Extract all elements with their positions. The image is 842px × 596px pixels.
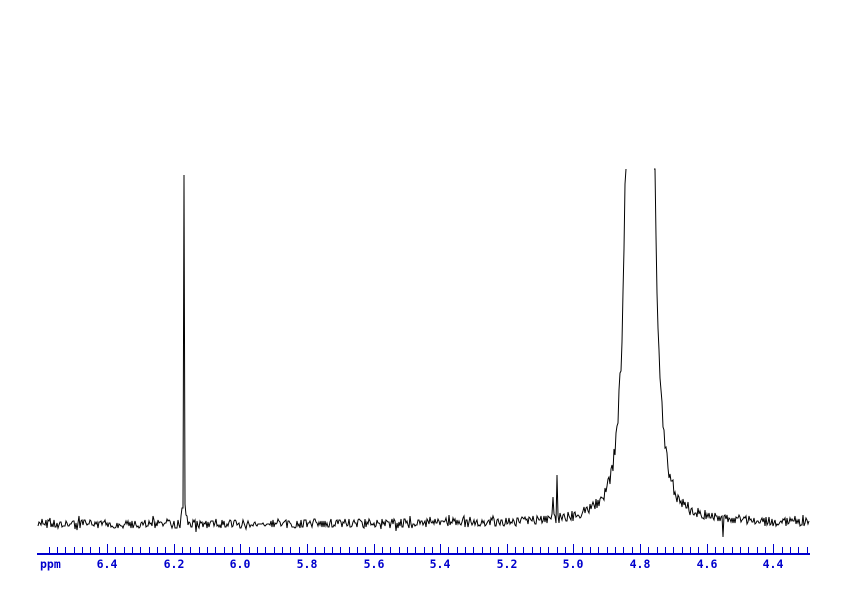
axis-tick-label: 6.4 bbox=[97, 557, 118, 571]
axis-tick-label: 5.4 bbox=[430, 557, 451, 571]
ppm-axis bbox=[37, 544, 810, 555]
axis-labels: 6.4 6.2 6.0 5.8 5.6 5.4 5.2 5.0 4.8 4.6 4.4 ppm bbox=[40, 557, 783, 571]
axis-unit-label: ppm bbox=[40, 557, 61, 571]
axis-tick-label: 4.4 bbox=[763, 557, 784, 571]
axis-tick-label: 5.2 bbox=[497, 557, 518, 571]
axis-tick-label: 5.8 bbox=[297, 557, 318, 571]
spectrum-trace bbox=[37, 168, 810, 538]
axis-tick-label: 4.6 bbox=[697, 557, 718, 571]
axis-tick-label: 5.6 bbox=[364, 557, 385, 571]
axis-tick-label: 4.8 bbox=[630, 557, 651, 571]
axis-tick-label: 6.2 bbox=[164, 557, 185, 571]
axis-tick-label: 6.0 bbox=[230, 557, 251, 571]
axis-tick-label: 5.0 bbox=[563, 557, 584, 571]
